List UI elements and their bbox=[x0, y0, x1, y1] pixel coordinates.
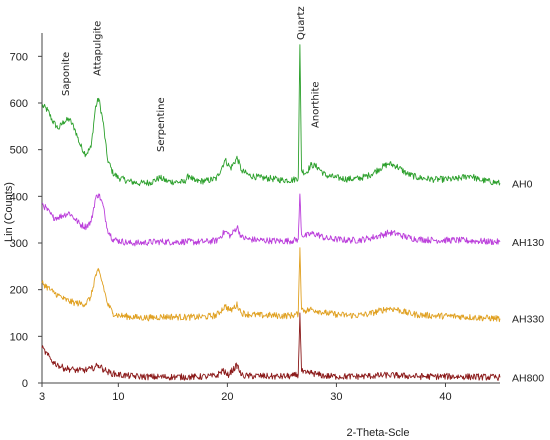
y-tick-label: 0 bbox=[22, 378, 28, 390]
series-labels-group: AH0 AH130 AH330 AH800 bbox=[512, 178, 544, 384]
series-label-ah800: AH800 bbox=[512, 372, 544, 384]
y-tick-label: 400 bbox=[10, 191, 28, 203]
x-tick-label: 30 bbox=[330, 391, 342, 403]
series-label-ah130: AH130 bbox=[512, 237, 544, 249]
x-tick-label: 10 bbox=[112, 391, 124, 403]
x-tick-label: 3 bbox=[39, 391, 45, 403]
series-group bbox=[41, 44, 501, 382]
peak-annotation-attapulgite: Attapulgite bbox=[93, 21, 104, 76]
peak-annotation-serpentine: Serpentine bbox=[156, 97, 167, 152]
series-line-ah800 bbox=[41, 312, 501, 382]
y-tick-label: 600 bbox=[10, 98, 28, 110]
series-line-ah0 bbox=[41, 44, 501, 187]
series-label-ah330: AH330 bbox=[512, 314, 544, 326]
peak-annotation-saponite: Saponite bbox=[61, 52, 72, 96]
y-tick-label: 500 bbox=[10, 145, 28, 157]
y-axis-label: Lin (Counts) bbox=[3, 182, 15, 242]
x-tick-label: 40 bbox=[439, 391, 451, 403]
x-tick-label: 20 bbox=[221, 391, 233, 403]
x-axis-label: 2-Theta-Scle bbox=[347, 427, 410, 439]
y-tick-label: 300 bbox=[10, 238, 28, 250]
annotations-group: Saponite Attapulgite Serpentine Quartz Anort… bbox=[61, 6, 322, 152]
y-tick-label: 100 bbox=[10, 331, 28, 343]
peak-annotation-anorthite: Anorthite bbox=[311, 81, 322, 128]
peak-annotation-quartz: Quartz bbox=[296, 6, 307, 40]
series-label-ah0: AH0 bbox=[512, 178, 533, 190]
series-line-ah330 bbox=[41, 247, 501, 323]
series-line-ah130 bbox=[41, 193, 501, 247]
y-tick-label: 200 bbox=[10, 285, 28, 297]
y-tick-label: 700 bbox=[10, 51, 28, 63]
